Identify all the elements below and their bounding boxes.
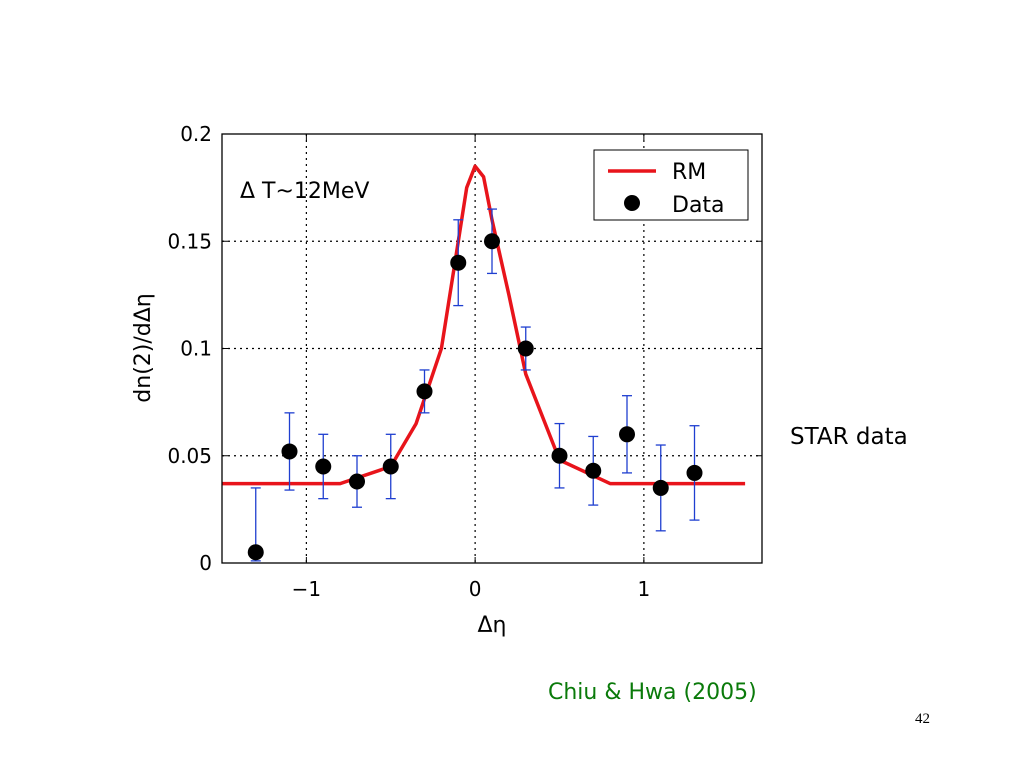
data-marker bbox=[382, 458, 399, 475]
legend-marker-data bbox=[624, 195, 640, 211]
y-tick-label: 0 bbox=[199, 551, 212, 575]
data-point bbox=[315, 433, 332, 500]
data-point bbox=[247, 487, 264, 562]
data-marker bbox=[450, 254, 467, 271]
data-point bbox=[686, 425, 703, 521]
x-axis-label: Δη bbox=[478, 613, 507, 638]
data-marker bbox=[349, 473, 365, 490]
data-point bbox=[484, 208, 500, 275]
data-marker bbox=[551, 447, 568, 464]
data-marker bbox=[281, 443, 298, 460]
legend-label-data: Data bbox=[672, 193, 725, 218]
data-point bbox=[619, 395, 635, 474]
legend-box bbox=[593, 149, 749, 221]
legend-label-rm: RM bbox=[672, 160, 706, 185]
data-point bbox=[416, 369, 433, 414]
annotation-delta-t: Δ T~12MeV bbox=[240, 179, 369, 204]
y-tick-label: 0.2 bbox=[180, 122, 212, 146]
data-marker bbox=[416, 383, 433, 400]
rm-curve bbox=[222, 164, 746, 486]
axis-ticks: −1 0 1 0 0.05 0.1 0.15 0.2 bbox=[167, 122, 762, 601]
data-point bbox=[517, 326, 534, 371]
y-axis-label: dn(2)/dΔη bbox=[131, 293, 156, 402]
data-marker bbox=[652, 479, 669, 496]
data-marker bbox=[315, 458, 332, 475]
data-point bbox=[652, 444, 669, 532]
data-marker bbox=[484, 233, 500, 250]
x-tick-label: −1 bbox=[292, 577, 321, 601]
x-tick-label: 0 bbox=[469, 577, 482, 601]
y-tick-label: 0.05 bbox=[167, 444, 212, 468]
data-point bbox=[281, 412, 298, 491]
data-point bbox=[585, 435, 602, 506]
data-points bbox=[247, 208, 703, 562]
data-point bbox=[450, 219, 467, 307]
data-marker bbox=[247, 544, 264, 561]
y-tick-label: 0.15 bbox=[167, 229, 212, 253]
data-marker bbox=[585, 462, 602, 479]
y-tick-label: 0.1 bbox=[180, 337, 212, 361]
data-point bbox=[382, 433, 399, 500]
data-point bbox=[551, 422, 568, 489]
plot-frame bbox=[221, 133, 763, 564]
page-number: 42 bbox=[915, 711, 930, 727]
citation: Chiu & Hwa (2005) bbox=[548, 680, 757, 705]
x-tick-label: 1 bbox=[638, 577, 651, 601]
data-marker bbox=[517, 340, 534, 357]
data-marker bbox=[686, 464, 703, 481]
model-curve bbox=[222, 164, 746, 486]
data-point bbox=[349, 455, 365, 508]
legend: RM Data bbox=[593, 149, 749, 221]
side-note-star-data: STAR data bbox=[790, 424, 908, 450]
data-marker bbox=[619, 426, 635, 443]
